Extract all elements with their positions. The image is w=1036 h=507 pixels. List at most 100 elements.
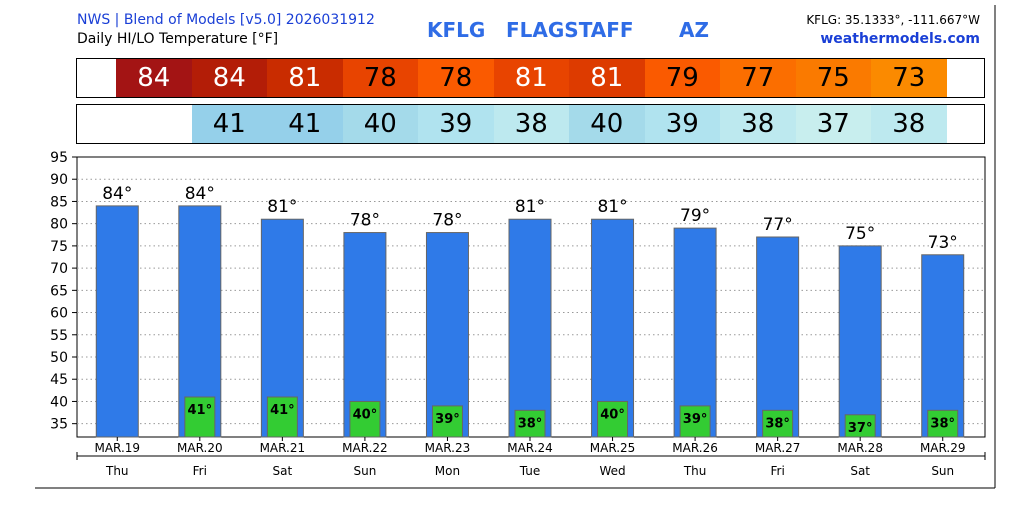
low-bar-8: [762, 409, 794, 438]
x-tick-label-1: MAR.20: [177, 441, 223, 455]
weekday-label-0: Thu: [105, 464, 129, 478]
high-bar-4: [425, 232, 469, 438]
station-city: FLAGSTAFF: [506, 18, 634, 42]
y-tick-label-70: 70: [50, 261, 68, 277]
lo-cell-5: 38: [493, 105, 569, 143]
weekday-label-10: Sun: [931, 464, 954, 478]
x-tick-label-8: MAR.27: [755, 441, 801, 455]
x-tick-label-10: MAR.29: [920, 441, 966, 455]
y-tick-label-45: 45: [50, 372, 68, 388]
source-label: NWS | Blend of Models [v5.0] 2026031912: [77, 12, 375, 28]
lo-cell-8: 38: [720, 105, 796, 143]
x-tick-label-5: MAR.24: [507, 441, 553, 455]
low-data-label-10: 38°: [930, 416, 955, 431]
x-tick-label-9: MAR.28: [837, 441, 883, 455]
y-tick-label-35: 35: [50, 417, 68, 433]
low-bar-4: [431, 405, 463, 438]
y-tick-label-80: 80: [50, 217, 68, 233]
lo-cell-10: 38: [871, 105, 947, 143]
high-data-label-8: 77°: [763, 215, 793, 235]
chart-subtitle: Daily HI/LO Temperature [°F]: [77, 31, 279, 47]
high-bar-9: [838, 245, 882, 438]
lo-cell-4: 39: [418, 105, 494, 143]
high-bar-6: [591, 218, 635, 438]
x-tick-label-6: MAR.25: [590, 441, 636, 455]
low-data-label-3: 40°: [353, 407, 378, 422]
y-tick-label-85: 85: [50, 194, 68, 210]
high-data-label-10: 73°: [928, 233, 958, 253]
y-tick-label-75: 75: [50, 239, 68, 255]
weekday-label-1: Fri: [193, 464, 207, 478]
weekday-label-8: Fri: [770, 464, 784, 478]
station-coordinates: KFLG: 35.1333°, -111.667°W: [806, 13, 980, 27]
x-tick-label-7: MAR.26: [672, 441, 718, 455]
low-data-label-7: 39°: [683, 412, 708, 427]
hi-cell-2: 81: [267, 59, 343, 97]
high-data-label-7: 79°: [680, 206, 710, 226]
weekday-label-2: Sat: [273, 464, 293, 478]
y-tick-label-90: 90: [50, 172, 68, 188]
weekday-label-5: Tue: [519, 464, 541, 478]
hi-cell-10: 73: [871, 59, 947, 97]
hi-cell-5: 81: [493, 59, 569, 97]
hi-cell-8: 77: [720, 59, 796, 97]
lo-cell-3: 40: [342, 105, 418, 143]
hi-cell-4: 78: [418, 59, 494, 97]
low-bar-6: [597, 400, 629, 438]
hi-cell-0: 84: [116, 59, 192, 97]
high-bar-7: [673, 227, 717, 438]
x-tick-label-0: MAR.19: [94, 441, 140, 455]
high-bar-5: [508, 218, 552, 438]
x-tick-label-3: MAR.22: [342, 441, 388, 455]
lo-cell-2: 41: [267, 105, 343, 143]
high-data-label-6: 81°: [597, 197, 627, 217]
x-tick-label-2: MAR.21: [260, 441, 306, 455]
hi-cell-7: 79: [644, 59, 720, 97]
station-id: KFLG: [427, 18, 486, 42]
low-bar-1: [184, 396, 216, 438]
low-data-label-6: 40°: [600, 407, 625, 422]
lo-cell-7: 39: [644, 105, 720, 143]
y-tick-label-65: 65: [50, 283, 68, 299]
weekday-label-6: Wed: [599, 464, 625, 478]
high-bar-10: [921, 254, 965, 438]
lo-cell-9: 37: [795, 105, 871, 143]
high-data-label-5: 81°: [515, 197, 545, 217]
low-data-label-4: 39°: [435, 412, 460, 427]
low-bar-3: [349, 400, 381, 438]
low-data-label-2: 41°: [270, 403, 295, 418]
low-data-label-5: 38°: [518, 416, 543, 431]
high-data-label-9: 75°: [845, 224, 875, 244]
weekday-label-9: Sat: [850, 464, 870, 478]
high-bar-8: [756, 236, 800, 438]
station-state: AZ: [679, 18, 709, 42]
y-tick-label-50: 50: [50, 350, 68, 366]
low-bar-10: [927, 409, 959, 438]
weekday-label-4: Mon: [435, 464, 460, 478]
high-data-label-4: 78°: [432, 211, 462, 231]
hi-cell-6: 81: [569, 59, 645, 97]
high-data-label-1: 84°: [185, 184, 215, 204]
weekday-label-7: Thu: [683, 464, 707, 478]
lo-cell-1: 41: [191, 105, 267, 143]
high-bar-0: [95, 205, 139, 438]
hi-cell-9: 75: [795, 59, 871, 97]
x-tick-label-4: MAR.23: [425, 441, 471, 455]
low-data-label-1: 41°: [188, 403, 213, 418]
high-data-label-2: 81°: [267, 197, 297, 217]
high-temperature-strip: 84 84 81 78 78 81 81 79 77 75 73: [76, 58, 985, 98]
y-tick-label-40: 40: [50, 394, 68, 410]
hi-cell-1: 84: [191, 59, 267, 97]
lo-cell-6: 40: [569, 105, 645, 143]
low-bar-7: [679, 405, 711, 438]
low-data-label-9: 37°: [848, 421, 873, 436]
high-data-label-0: 84°: [102, 184, 132, 204]
weekday-label-3: Sun: [353, 464, 376, 478]
low-temperature-strip: 41 41 40 39 38 40 39 38 37 38: [76, 104, 985, 144]
y-tick-label-55: 55: [50, 328, 68, 344]
low-data-label-8: 38°: [765, 416, 790, 431]
high-data-label-3: 78°: [350, 211, 380, 231]
website-link[interactable]: weathermodels.com: [820, 31, 980, 47]
hi-cell-3: 78: [342, 59, 418, 97]
